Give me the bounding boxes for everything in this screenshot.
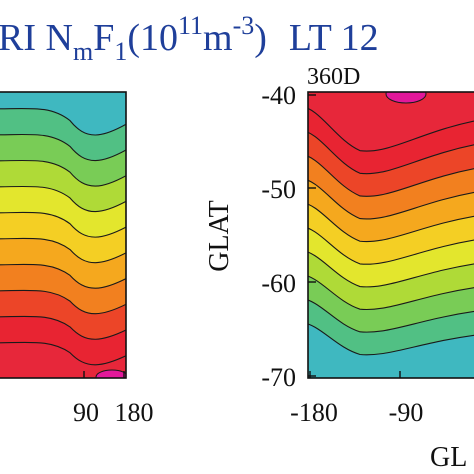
title-f: F <box>93 17 114 59</box>
left-band-10 <box>0 341 126 378</box>
title-lt: LT 12 <box>289 17 379 59</box>
title-sub-1: 1 <box>114 37 127 66</box>
left-peak-region <box>95 369 126 378</box>
left-x-tick-label-90: 90 <box>73 398 99 427</box>
right-peak-region <box>385 92 427 104</box>
title-prefix: RI N <box>0 17 73 59</box>
right-x-axis-label: GL <box>430 442 467 473</box>
right-y-axis-label: GLAT <box>204 200 235 272</box>
right-y-tick-label-70: -70 <box>261 363 296 392</box>
right-x-tick-label-neg90: -90 <box>389 398 424 427</box>
left-contour-bands <box>0 92 126 378</box>
left-x-tick-label-180: 180 <box>115 398 154 427</box>
right-y-tick-label-40: -40 <box>261 81 296 110</box>
right-y-ticks: -40 -50 -60 -70 <box>261 81 316 392</box>
right-band-10 <box>308 323 474 378</box>
title-paren-open: (10 <box>127 17 178 59</box>
right-x-ticks: -180 -90 <box>290 371 423 427</box>
left-plot-frame <box>0 91 127 379</box>
left-panel: 90 180 <box>0 91 154 427</box>
title-paren-close: ) <box>254 17 267 59</box>
right-y-tick-label-50: -50 <box>261 175 296 204</box>
right-y-tick-label-60: -60 <box>261 269 296 298</box>
title-sup-neg3: -3 <box>233 11 255 40</box>
right-x-tick-label-neg180: -180 <box>290 398 338 427</box>
title-sup-11: 11 <box>178 11 203 40</box>
right-contour-bands <box>308 92 474 378</box>
right-panel-label: 360D <box>307 64 360 90</box>
left-x-ticks: 90 180 <box>73 371 154 427</box>
right-plot-frame <box>307 91 474 379</box>
title-unit-m: m <box>203 17 233 59</box>
chart-title: RI NmF1(1011m-3) LT 12 <box>0 11 379 66</box>
title-sub-m: m <box>73 37 93 66</box>
right-panel: 360D -40 -50 -60 -70 -180 -90 GLAT GL <box>204 64 474 473</box>
